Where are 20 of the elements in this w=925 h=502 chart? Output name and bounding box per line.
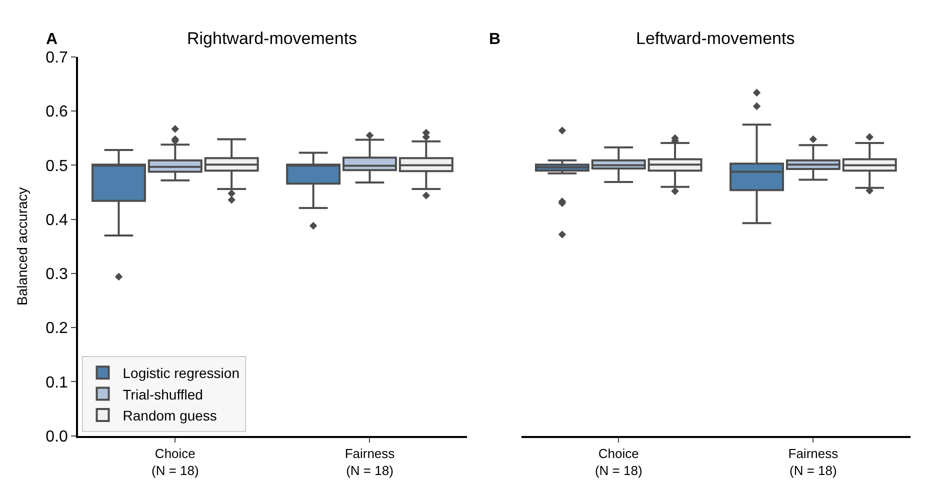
legend-label: Trial-shuffled <box>122 386 203 402</box>
y-tick-label: 0.3 <box>46 266 68 284</box>
y-tick-label: 0.6 <box>46 104 68 121</box>
x-tick-label: Fairness (N = 18) <box>788 446 839 478</box>
y-tick-label: 0.5 <box>46 158 68 175</box>
x-tick-label: Choice (N = 18) <box>152 446 199 478</box>
y-tick-label: 0.0 <box>46 428 68 446</box>
x-tick-label: Choice (N = 18) <box>594 446 642 478</box>
y-axis-title: Balanced accuracy <box>14 187 30 306</box>
legend-label: Random guess <box>122 407 217 424</box>
chart-title: Leftward-movements <box>636 29 795 48</box>
x-tick-label: Fairness (N = 18) <box>344 446 396 478</box>
y-tick-label: 0.1 <box>46 374 68 392</box>
legend-label: Logistic regression <box>122 365 240 382</box>
chart-title: Rightward-movements <box>187 29 358 48</box>
text: B <box>489 31 501 48</box>
y-tick-label: 0.7 <box>46 50 68 67</box>
text: A <box>46 31 58 48</box>
y-tick-label: 0.2 <box>46 320 68 338</box>
y-tick-label: 0.4 <box>46 212 68 229</box>
